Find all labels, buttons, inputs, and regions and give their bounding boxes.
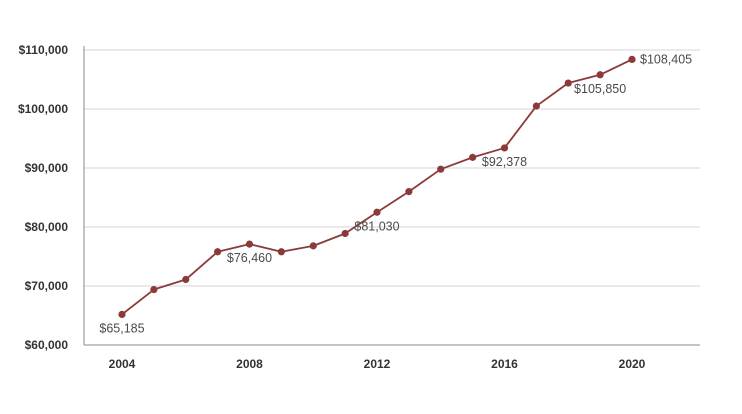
axes — [83, 46, 700, 346]
x-tick-label: 2008 — [236, 357, 263, 371]
x-tick-label: 2012 — [364, 357, 391, 371]
data-point — [309, 242, 317, 250]
data-point — [341, 229, 349, 238]
y-tick-label: $100,000 — [18, 102, 68, 116]
y-tick-label: $110,000 — [19, 43, 69, 57]
data-label: $65,185 — [99, 321, 144, 335]
data-point — [469, 153, 477, 161]
data-point — [245, 240, 254, 248]
data-point — [628, 55, 636, 64]
data-point — [437, 165, 445, 173]
data-label: $105,850 — [574, 82, 626, 96]
data-point — [373, 208, 381, 216]
data-point — [150, 285, 158, 294]
series — [121, 58, 633, 316]
series-line — [121, 58, 633, 316]
data-point — [182, 275, 190, 284]
data-point — [564, 79, 572, 87]
data-label: $76,460 — [227, 251, 272, 265]
data-point — [214, 248, 222, 256]
y-tick-label: $90,000 — [25, 161, 69, 175]
x-tick-labels: 2004 2008 2012 2016 2020 — [109, 357, 646, 371]
data-point — [596, 71, 604, 79]
x-tick-label: 2004 — [109, 357, 136, 371]
data-point — [277, 248, 285, 256]
data-point — [500, 144, 509, 152]
data-label: $108,405 — [640, 52, 692, 66]
data-label: $81,030 — [354, 219, 399, 233]
data-point — [118, 310, 126, 319]
y-tick-labels: $60,000 $70,000 $80,000 $90,000 $100,000 $110… — [18, 43, 68, 352]
data-point — [405, 188, 413, 196]
data-labels: $65,185 $76,460 $81,030 $92,378 $105,850 $108… — [99, 52, 692, 335]
data-points — [118, 55, 636, 319]
gridlines — [84, 49, 700, 287]
y-tick-label: $60,000 — [25, 338, 69, 352]
x-tick-label: 2020 — [619, 357, 646, 371]
y-tick-label: $70,000 — [25, 279, 69, 293]
x-tick-label: 2016 — [491, 357, 518, 371]
data-label: $92,378 — [482, 155, 527, 169]
data-point — [532, 102, 540, 110]
y-tick-label: $80,000 — [25, 220, 69, 234]
